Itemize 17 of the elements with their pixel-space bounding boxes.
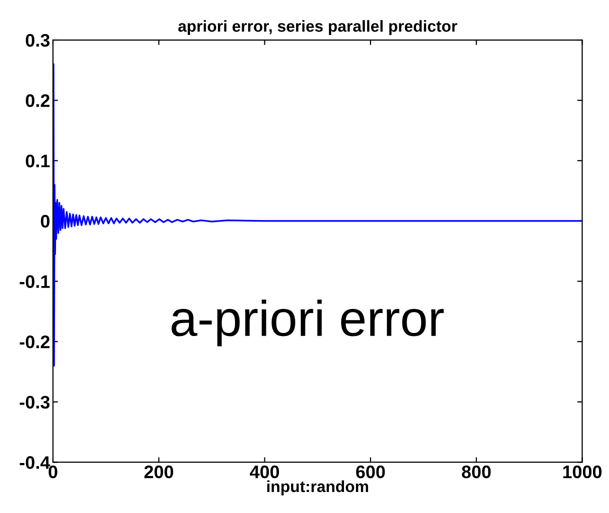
- y-tick-label: -0.3: [20, 396, 50, 409]
- x-tick-label: 800: [462, 465, 491, 478]
- x-tick-label: 200: [144, 465, 174, 478]
- chart-title: apriori error, series parallel predictor: [178, 20, 458, 35]
- y-tick-label: 0.3: [26, 34, 50, 47]
- y-tick-label: 0: [40, 214, 50, 228]
- line-series: [52, 63, 582, 367]
- x-tick-label: 400: [250, 465, 279, 478]
- y-tick-label: 0.1: [26, 154, 50, 168]
- x-axis-title: input:random: [267, 480, 368, 496]
- annotation: a-priori error: [172, 300, 444, 346]
- x-tick-label: 600: [356, 465, 385, 478]
- y-tick-label: -0.1: [20, 275, 50, 288]
- y-tick-label: -0.4: [20, 456, 50, 469]
- y-tick-label: -0.2: [20, 336, 50, 348]
- x-tick-label: 1000: [563, 465, 602, 478]
- y-tick-label: 0.2: [26, 94, 50, 108]
